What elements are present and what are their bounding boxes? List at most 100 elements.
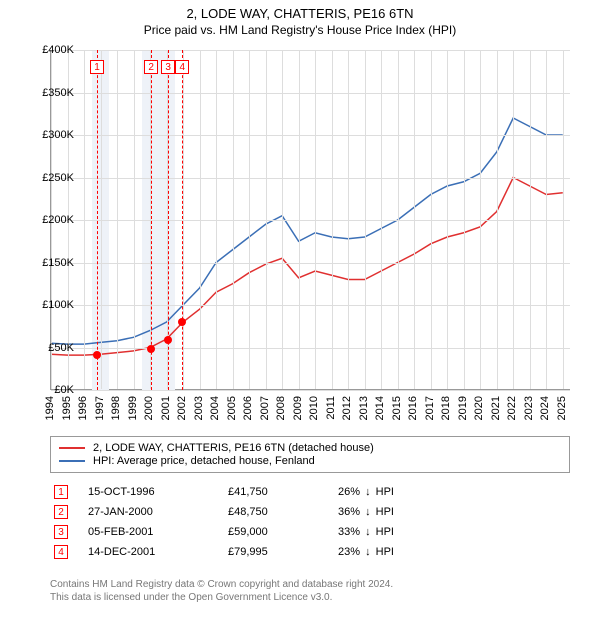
gridline-horizontal [51,135,570,136]
gridline-vertical [497,50,498,389]
x-axis-label: 2018 [440,396,452,420]
legend-label-hpi: HPI: Average price, detached house, Fenl… [93,455,315,467]
y-axis-label: £350K [30,87,74,99]
event-row-delta: 33% HPI [338,526,458,538]
event-marker-dot [178,318,186,326]
x-axis-label: 2006 [242,396,254,420]
legend-row-hpi: HPI: Average price, detached house, Fenl… [59,455,561,467]
arrow-down-icon [363,526,373,538]
event-row-delta: 23% HPI [338,546,458,558]
x-axis-label: 2019 [457,396,469,420]
x-axis-label: 2024 [539,396,551,420]
gridline-vertical [447,50,448,389]
x-axis-label: 2011 [325,396,337,420]
series-line-property [51,178,563,356]
arrow-down-icon [363,546,373,558]
x-axis-label: 2023 [523,396,535,420]
event-marker-line [151,50,152,390]
event-row: 115-OCT-1996£41,75026% HPI [50,482,570,502]
gridline-vertical [200,50,201,389]
gridline-vertical [348,50,349,389]
event-row-number: 2 [54,505,68,519]
gridline-vertical [117,50,118,389]
x-axis-label: 1999 [127,396,139,420]
gridline-vertical [398,50,399,389]
gridline-vertical [365,50,366,389]
attribution-footer: Contains HM Land Registry data © Crown c… [50,578,570,604]
chart-subtitle: Price paid vs. HM Land Registry's House … [0,23,600,37]
event-row-date: 05-FEB-2001 [88,526,228,538]
gridline-horizontal [51,178,570,179]
gridline-vertical [315,50,316,389]
event-row-number: 1 [54,485,68,499]
event-row-number: 3 [54,525,68,539]
x-axis-label: 2000 [143,396,155,420]
x-axis-label: 2004 [209,396,221,420]
y-axis-label: £300K [30,129,74,141]
x-axis-label: 2007 [259,396,271,420]
x-axis-label: 2010 [308,396,320,420]
x-axis-label: 1994 [44,396,56,420]
gridline-horizontal [51,50,570,51]
chart-title-address: 2, LODE WAY, CHATTERIS, PE16 6TN [0,6,600,21]
x-axis-label: 2025 [556,396,568,420]
event-marker-line [182,50,183,390]
event-marker-box: 4 [175,60,189,74]
gridline-vertical [266,50,267,389]
gridline-horizontal [51,305,570,306]
event-row-price: £41,750 [228,486,338,498]
x-axis-label: 2014 [374,396,386,420]
gridline-horizontal [51,348,570,349]
x-axis-label: 1997 [94,396,106,420]
event-marker-dot [93,351,101,359]
x-axis-label: 2005 [226,396,238,420]
event-marker-dot [147,345,155,353]
event-row: 414-DEC-2001£79,99523% HPI [50,542,570,562]
event-marker-line [97,50,98,390]
gridline-vertical [546,50,547,389]
chart-legend: 2, LODE WAY, CHATTERIS, PE16 6TN (detach… [50,436,570,473]
gridline-vertical [101,50,102,389]
gridline-vertical [249,50,250,389]
event-row-price: £48,750 [228,506,338,518]
legend-row-property: 2, LODE WAY, CHATTERIS, PE16 6TN (detach… [59,442,561,454]
event-row-delta: 26% HPI [338,486,458,498]
event-row: 227-JAN-2000£48,75036% HPI [50,502,570,522]
y-axis-label: £200K [30,214,74,226]
x-axis-label: 2001 [160,396,172,420]
y-axis-label: £0K [30,384,74,396]
x-axis-label: 2016 [407,396,419,420]
gridline-horizontal [51,220,570,221]
x-axis-label: 2003 [193,396,205,420]
gridline-vertical [282,50,283,389]
x-axis-label: 2012 [341,396,353,420]
x-axis-label: 2015 [391,396,403,420]
gridline-vertical [480,50,481,389]
arrow-down-icon [363,506,373,518]
gridline-horizontal [51,93,570,94]
x-axis-label: 2022 [506,396,518,420]
event-marker-dot [164,336,172,344]
event-row: 305-FEB-2001£59,00033% HPI [50,522,570,542]
gridline-vertical [563,50,564,389]
chart-plot-area: 1234 [50,50,570,390]
event-row-date: 27-JAN-2000 [88,506,228,518]
gridline-vertical [530,50,531,389]
title-block: 2, LODE WAY, CHATTERIS, PE16 6TN Price p… [0,0,600,39]
events-table: 115-OCT-1996£41,75026% HPI 2 27-JAN-2000£4… [50,482,570,562]
event-marker-box: 2 [144,60,158,74]
footer-line2: This data is licensed under the Open Gov… [50,591,570,604]
x-axis-label: 2009 [292,396,304,420]
legend-label-property: 2, LODE WAY, CHATTERIS, PE16 6TN (detach… [93,442,374,454]
gridline-vertical [464,50,465,389]
y-axis-label: £250K [30,172,74,184]
y-axis-label: £150K [30,257,74,269]
x-axis-label: 1998 [110,396,122,420]
gridline-horizontal [51,390,570,391]
gridline-vertical [431,50,432,389]
gridline-horizontal [51,263,570,264]
event-marker-box: 3 [161,60,175,74]
gridline-vertical [513,50,514,389]
legend-swatch-hpi [59,460,85,462]
x-axis-label: 1995 [61,396,73,420]
